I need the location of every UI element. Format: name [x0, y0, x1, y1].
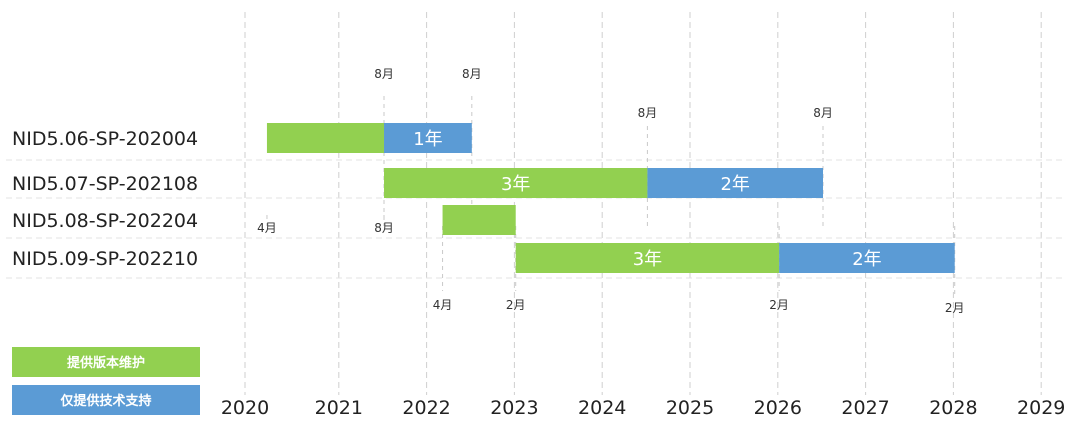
row-label: NID5.06-SP-202004 — [12, 128, 198, 150]
bar-duration-label: 3年 — [501, 174, 530, 195]
year-tick-label: 2027 — [841, 397, 889, 419]
row-label: NID5.09-SP-202210 — [12, 248, 198, 270]
legend-label: 仅提供技术支持 — [59, 393, 151, 409]
bar-duration-label: 2年 — [720, 174, 749, 195]
bar-duration-label: 1年 — [413, 129, 442, 150]
month-marker-label: 8月 — [374, 221, 394, 235]
month-marker-label: 8月 — [374, 67, 394, 81]
support-bar — [384, 123, 472, 153]
year-tick-label: 2023 — [490, 397, 538, 419]
x-axis: 2020 2021 2022 2023 2024 2025 2026 2027 2028 2029 — [221, 397, 1066, 419]
maintenance-bar — [266, 123, 385, 153]
row-label: NID5.07-SP-202108 — [12, 173, 198, 195]
month-marker-label: 2月 — [945, 301, 965, 315]
maintenance-bar — [442, 205, 516, 235]
month-marker-label: 2月 — [506, 298, 526, 312]
maintenance-bar — [384, 168, 648, 198]
maintenance-bar — [515, 243, 780, 273]
month-marker-label: 4月 — [257, 221, 277, 235]
year-tick-label: 2021 — [315, 397, 363, 419]
bar-duration-label: 3年 — [633, 249, 662, 270]
month-marker-label: 8月 — [462, 67, 482, 81]
year-tick-label: 2029 — [1017, 397, 1065, 419]
month-marker-label: 8月 — [813, 106, 833, 120]
legend-swatch-maintenance — [12, 347, 200, 377]
support-bar — [647, 168, 824, 198]
year-tick-label: 2025 — [666, 397, 714, 419]
month-marker-label: 8月 — [638, 106, 658, 120]
month-marker-label: 2月 — [769, 298, 789, 312]
legend-label: 提供版本维护 — [67, 355, 145, 371]
year-tick-label: 2026 — [754, 397, 802, 419]
year-tick-label: 2024 — [578, 397, 626, 419]
support-bar — [779, 243, 955, 273]
year-tick-label: 2028 — [929, 397, 977, 419]
marker-layer: 4月 8月 8月 8月 4月 2月 8月 8月 2月 2月 — [257, 67, 964, 315]
year-tick-label: 2022 — [402, 397, 450, 419]
bar-layer: 1年 3年 2年 3年 2年 — [266, 123, 955, 273]
legend-swatch-support — [12, 385, 200, 415]
year-tick-label: 2020 — [221, 397, 269, 419]
grid-layer — [6, 12, 1066, 395]
row-label: NID5.08-SP-202204 — [12, 210, 198, 232]
bar-duration-label: 2年 — [852, 249, 881, 270]
month-marker-label: 4月 — [433, 298, 453, 312]
row-labels: NID5.06-SP-202004 NID5.07-SP-202108 NID5.0… — [12, 128, 198, 270]
